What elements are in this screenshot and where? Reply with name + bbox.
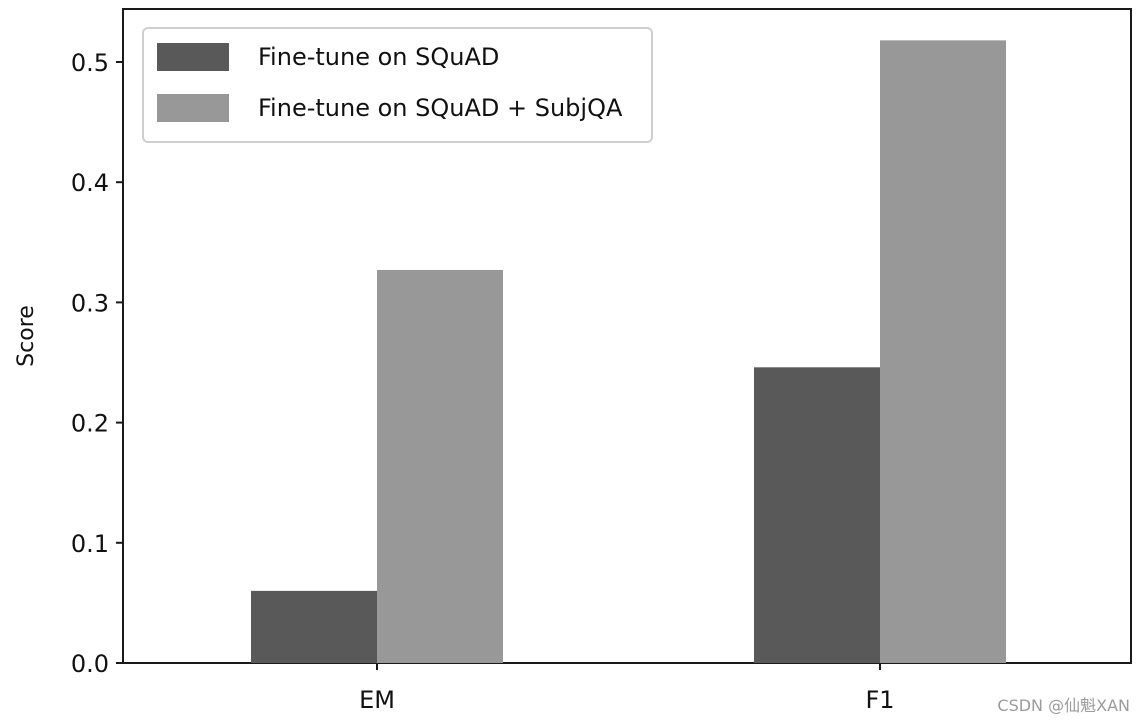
y-tick-label: 0.3 xyxy=(71,289,109,317)
y-tick-label: 0.1 xyxy=(71,530,109,558)
bar-f1-series-1 xyxy=(754,367,880,663)
x-axis-ticks: EM F1 xyxy=(359,663,895,714)
y-axis-label: Score xyxy=(14,305,39,367)
plot-frame xyxy=(122,8,1132,664)
bar-em-series-2 xyxy=(377,269,503,663)
legend-swatch xyxy=(157,43,229,71)
y-tick-label: 0.0 xyxy=(71,650,109,678)
bar-f1-series-2 xyxy=(880,40,1006,663)
y-tick-label: 0.2 xyxy=(71,410,109,438)
x-tick-label: EM xyxy=(359,686,395,714)
y-tick-label: 0.4 xyxy=(71,169,109,197)
bar-em-series-1 xyxy=(251,590,377,663)
y-tick-label: 0.5 xyxy=(71,49,109,77)
watermark-text: CSDN @仙魁XAN xyxy=(997,696,1130,715)
x-tick-label: F1 xyxy=(865,686,894,714)
plot-area xyxy=(122,8,1132,664)
legend: Fine-tune on SQuAD Fine-tune on SQuAD + S… xyxy=(142,27,653,143)
legend-label: Fine-tune on SQuAD xyxy=(258,43,499,71)
legend-box xyxy=(142,27,653,143)
y-axis-ticks: 0.0 0.1 0.2 0.3 0.4 0.5 xyxy=(71,49,123,678)
legend-label: Fine-tune on SQuAD + SubjQA xyxy=(258,94,623,122)
legend-swatch xyxy=(157,94,229,122)
bars-group xyxy=(251,40,1006,663)
